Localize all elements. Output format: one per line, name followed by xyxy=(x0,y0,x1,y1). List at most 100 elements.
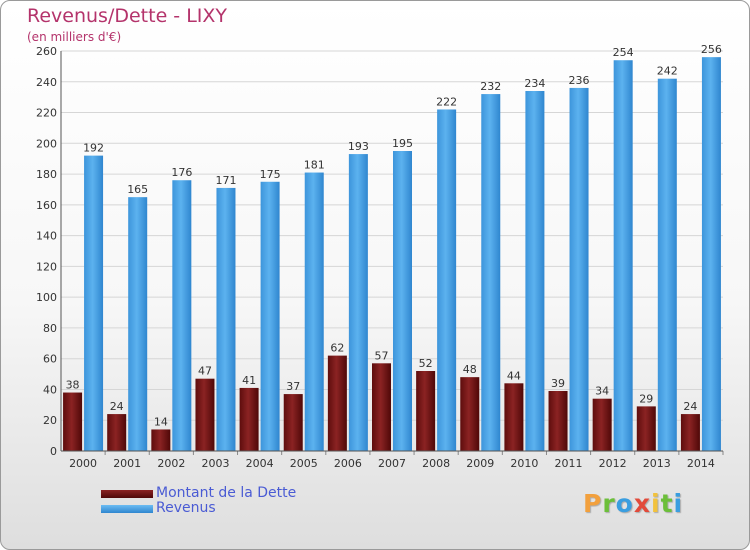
x-tick-label: 2004 xyxy=(246,457,274,470)
value-label-revenus: 234 xyxy=(524,77,545,90)
x-tick-label: 2012 xyxy=(599,457,627,470)
legend-label-revenus: Revenus xyxy=(156,500,216,516)
y-tick-label: 80 xyxy=(43,322,57,335)
x-tick-label: 2001 xyxy=(113,457,141,470)
x-tick-label: 2010 xyxy=(510,457,538,470)
bar-dette xyxy=(107,414,127,451)
value-label-dette: 44 xyxy=(507,369,521,382)
value-label-dette: 48 xyxy=(463,363,477,376)
value-label-revenus: 165 xyxy=(127,183,148,196)
bar-revenus xyxy=(348,154,368,452)
bar-dette xyxy=(239,387,259,451)
bar-revenus xyxy=(613,60,633,451)
value-label-dette: 57 xyxy=(375,349,389,362)
bar-dette xyxy=(372,363,391,451)
x-tick-label: 2002 xyxy=(157,457,185,470)
bar-dette xyxy=(283,394,303,451)
bar-revenus xyxy=(701,57,721,452)
value-label-dette: 52 xyxy=(419,357,433,370)
value-label-dette: 29 xyxy=(639,392,653,405)
y-tick-label: 180 xyxy=(36,168,57,181)
value-label-dette: 14 xyxy=(154,415,168,428)
logo-letter: x xyxy=(633,489,651,518)
x-tick-label: 2008 xyxy=(422,457,450,470)
x-tick-label: 2006 xyxy=(334,457,362,470)
bar-dette xyxy=(416,371,436,451)
y-tick-label: 140 xyxy=(36,230,57,243)
x-tick-label: 2009 xyxy=(466,457,494,470)
value-label-dette: 62 xyxy=(330,342,344,355)
logo-letter: i xyxy=(651,489,661,518)
bar-revenus xyxy=(216,187,236,451)
y-tick-label: 100 xyxy=(36,291,57,304)
x-tick-label: 2011 xyxy=(555,457,583,470)
y-tick-label: 240 xyxy=(36,76,57,89)
x-tick-label: 2007 xyxy=(378,457,406,470)
x-tick-label: 2013 xyxy=(643,457,671,470)
bar-revenus xyxy=(569,87,589,451)
value-label-revenus: 242 xyxy=(657,65,678,78)
y-tick-label: 40 xyxy=(43,383,57,396)
bar-revenus xyxy=(657,78,677,451)
x-tick-label: 2000 xyxy=(69,457,97,470)
value-label-dette: 24 xyxy=(683,400,697,413)
value-label-revenus: 232 xyxy=(480,80,501,93)
bar-revenus xyxy=(481,94,501,452)
bar-dette xyxy=(680,414,700,451)
legend-label-dette: Montant de la Dette xyxy=(156,485,297,501)
bar-revenus xyxy=(437,109,457,451)
value-label-dette: 37 xyxy=(286,380,300,393)
x-tick-label: 2005 xyxy=(290,457,318,470)
value-label-revenus: 222 xyxy=(436,95,457,108)
x-tick-label: 2003 xyxy=(201,457,229,470)
y-tick-label: 220 xyxy=(36,107,57,120)
bar-dette xyxy=(636,406,656,451)
value-label-revenus: 236 xyxy=(569,74,590,87)
logo-letter: t xyxy=(660,489,674,518)
bar-revenus xyxy=(84,155,104,451)
logo-letter: i xyxy=(673,489,684,518)
y-tick-label: 200 xyxy=(36,137,57,150)
logo-letter: o xyxy=(615,489,634,518)
bar-dette xyxy=(151,429,171,451)
bar-revenus xyxy=(260,181,280,451)
y-tick-label: 20 xyxy=(43,414,57,427)
bar-revenus xyxy=(525,91,545,451)
value-label-revenus: 256 xyxy=(701,43,722,56)
value-label-revenus: 254 xyxy=(613,46,634,59)
value-label-revenus: 192 xyxy=(83,142,104,155)
value-label-revenus: 181 xyxy=(304,159,325,172)
value-label-dette: 41 xyxy=(242,374,256,387)
bar-revenus xyxy=(172,180,192,451)
x-tick-label: 2014 xyxy=(687,457,715,470)
bar-dette xyxy=(548,391,568,451)
bar-revenus xyxy=(128,197,148,451)
value-label-dette: 47 xyxy=(198,365,212,378)
bar-dette xyxy=(592,398,612,451)
y-tick-label: 60 xyxy=(43,353,57,366)
chart-title: Revenus/Dette - LIXY xyxy=(27,5,228,27)
bar-revenus xyxy=(393,151,412,451)
value-label-revenus: 193 xyxy=(348,140,369,153)
value-label-dette: 39 xyxy=(551,377,565,390)
y-tick-label: 160 xyxy=(36,199,57,212)
bar-dette xyxy=(327,355,347,451)
bar-dette xyxy=(195,378,215,451)
value-label-revenus: 175 xyxy=(260,168,281,181)
value-label-dette: 38 xyxy=(66,379,80,392)
value-label-revenus: 176 xyxy=(171,166,192,179)
bar-dette xyxy=(460,377,480,451)
legend-swatch-revenus xyxy=(101,505,153,513)
bar-dette xyxy=(63,392,83,451)
value-label-revenus: 171 xyxy=(215,174,236,187)
logo-letter: r xyxy=(602,489,616,518)
chart-subtitle: (en milliers d'€) xyxy=(27,30,122,44)
bar-revenus xyxy=(304,172,324,452)
value-label-dette: 34 xyxy=(595,385,609,398)
value-label-dette: 24 xyxy=(110,400,124,413)
y-tick-label: 120 xyxy=(36,260,57,273)
y-tick-label: 260 xyxy=(36,45,57,58)
proxiti-logo: Proxiti xyxy=(583,489,683,518)
